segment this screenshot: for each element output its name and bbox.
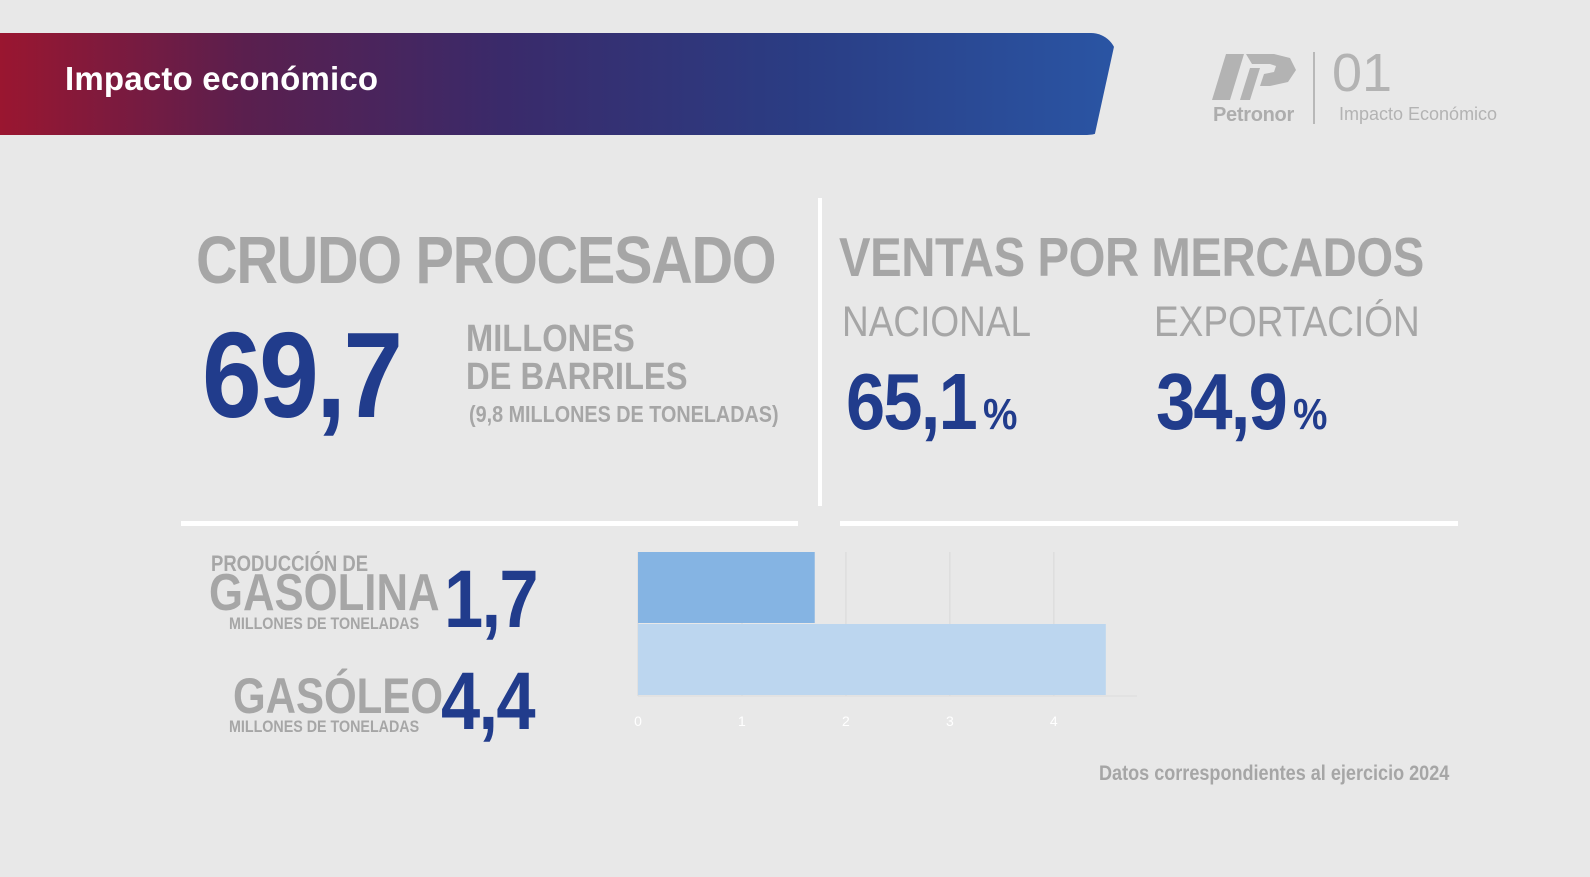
gasoleo-unit: MILLONES DE TONELADAS [229, 717, 420, 736]
bar-0 [638, 552, 815, 623]
bar-1 [638, 624, 1106, 695]
brand-divider [1313, 52, 1315, 124]
section-subtitle: Impacto Económico [1339, 104, 1498, 124]
petronor-logo-mark [1212, 54, 1296, 100]
gasolina-label: GASOLINA [209, 564, 440, 622]
x-tick-label: 3 [946, 713, 954, 729]
production-bar-chart-svg: 0 1 2 3 4 [634, 552, 1137, 729]
horizontal-divider-left [181, 521, 798, 526]
crudo-note: (9,8 MILLONES DE TONELADAS) [469, 401, 779, 427]
x-tick-label: 0 [634, 713, 642, 729]
exportacion-percent-sign: % [1293, 390, 1327, 439]
production-bar-chart: 0 1 2 3 4 [630, 548, 1150, 743]
nacional-number: 65,1 [846, 357, 978, 446]
crudo-value: 69,7 [202, 307, 403, 443]
crudo-unit-line1: MILLONES [466, 318, 635, 360]
nacional-percent-sign: % [983, 390, 1017, 439]
x-tick-label: 2 [842, 713, 850, 729]
ventas-title: VENTAS POR MERCADOS [839, 226, 1424, 288]
petronor-logo [1212, 50, 1302, 128]
crudo-title: CRUDO PROCESADO [196, 223, 777, 298]
x-tick-label: 1 [738, 713, 746, 729]
exportacion-value: 34,9% [1156, 356, 1327, 448]
gasoleo-label: GASÓLEO [233, 668, 444, 724]
exportacion-label: EXPORTACIÓN [1154, 298, 1420, 346]
logo-wordmark: Petronor [1213, 104, 1294, 126]
page-title: Impacto económico [65, 60, 379, 97]
horizontal-divider-right [840, 521, 1458, 526]
nacional-value: 65,1% [846, 356, 1017, 448]
gasolina-unit: MILLONES DE TONELADAS [229, 614, 420, 633]
section-number: 01 [1332, 43, 1393, 103]
crudo-unit-line2: DE BARRILES [466, 356, 688, 398]
gasoleo-value: 4,4 [441, 656, 536, 747]
header-band [0, 33, 1117, 135]
x-tick-label: 4 [1050, 713, 1058, 729]
gasolina-value: 1,7 [444, 554, 539, 645]
exportacion-number: 34,9 [1156, 357, 1288, 446]
nacional-label: NACIONAL [842, 298, 1032, 346]
vertical-divider [818, 198, 822, 506]
footnote: Datos correspondientes al ejercicio 2024 [1099, 762, 1450, 785]
gasolina-prefix: PRODUCCIÓN DE [211, 551, 369, 576]
